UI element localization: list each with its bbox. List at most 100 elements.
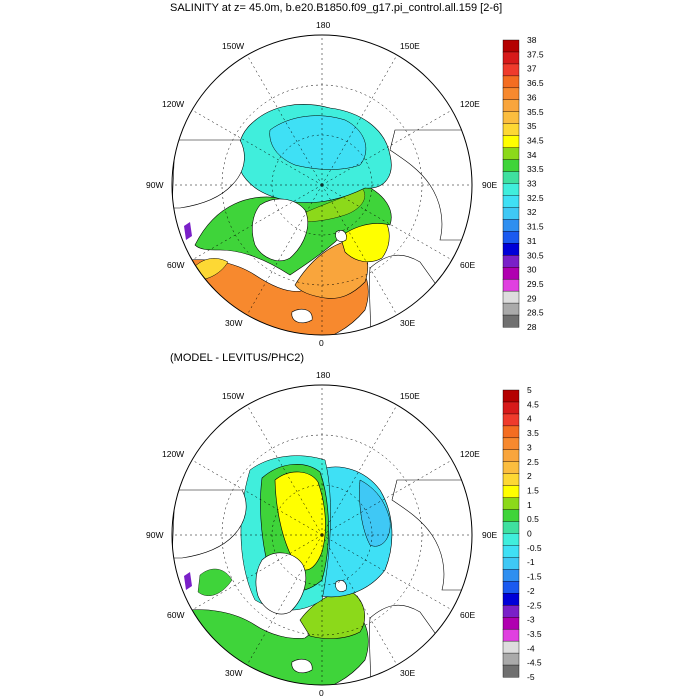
colorbar-label: 1.5	[527, 485, 539, 495]
colorbar-label: 4.5	[527, 399, 539, 409]
colorbar-swatch	[502, 75, 520, 89]
colorbar-swatch	[502, 401, 520, 415]
colorbar-swatch	[502, 593, 520, 606]
colorbar-label: -5	[527, 672, 535, 682]
colorbar-label: 36	[527, 92, 537, 102]
colorbar-swatch	[502, 302, 520, 316]
colorbar-label: 36.5	[527, 78, 544, 88]
lon-label: 30E	[400, 668, 415, 678]
lon-label: 60E	[460, 260, 475, 270]
land-iceland	[291, 658, 313, 674]
colorbar-swatch	[502, 278, 520, 292]
lon-label: 30W	[225, 668, 242, 678]
lon-label: 90E	[482, 180, 497, 190]
colorbar-label: 5	[527, 385, 532, 395]
colorbar-swatch	[502, 473, 520, 487]
colorbar-swatch	[502, 314, 520, 328]
land-siberia	[389, 129, 472, 241]
colorbar-swatch	[502, 617, 520, 630]
salinity-graticule	[172, 35, 472, 335]
colorbar-swatch	[502, 640, 520, 654]
colorbar-label: 38	[527, 35, 537, 45]
land-svalbard	[335, 580, 347, 592]
difference-field-beaufort	[274, 471, 326, 571]
colorbar-label: -4	[527, 643, 535, 653]
colorbar-label: 29	[527, 293, 537, 303]
colorbar-label: 2.5	[527, 457, 539, 467]
colorbar-swatch	[502, 449, 520, 463]
colorbar-label: -1	[527, 557, 535, 567]
colorbar-swatch	[502, 159, 520, 173]
colorbar-swatch	[502, 557, 520, 570]
salinity-map-border	[171, 34, 473, 336]
colorbar-swatch	[502, 267, 520, 280]
colorbar-label: 29.5	[527, 279, 544, 289]
colorbar-label: 34	[527, 150, 537, 160]
lon-label: 120W	[162, 449, 184, 459]
colorbar-swatch	[502, 664, 520, 678]
difference-colorbar: 5 4.5 4 3.5 3 2.5 2 1.5 1 0.5 0 -0.5 -1 -1.5 -2 -2.5 -3 -…	[502, 385, 542, 682]
colorbar-label: 30.5	[527, 250, 544, 260]
difference-title: (MODEL - LEVITUS/PHC2)	[170, 352, 304, 364]
difference-map	[172, 385, 472, 685]
colorbar-swatch	[502, 63, 520, 77]
colorbar-label: -2	[527, 586, 535, 596]
colorbar-label: 34.5	[527, 135, 544, 145]
difference-field-baffin-green	[197, 568, 233, 596]
colorbar-swatch	[502, 195, 520, 208]
colorbar-swatch	[502, 533, 520, 546]
colorbar-swatch	[502, 437, 520, 451]
colorbar-swatch	[502, 171, 520, 184]
colorbar-swatch	[502, 183, 520, 196]
lon-label: 90E	[482, 530, 497, 540]
colorbar-label: 0.5	[527, 514, 539, 524]
lon-label: 150W	[222, 41, 244, 51]
lon-label: 30E	[400, 318, 415, 328]
lon-label: 150W	[222, 391, 244, 401]
colorbar-swatch	[502, 485, 520, 499]
colorbar-swatch	[502, 628, 520, 642]
colorbar-swatch	[502, 51, 520, 65]
difference-lon-labels: 180 150E 120E 90E 60E 30E 0 30W 60W 90W …	[146, 370, 497, 698]
colorbar-label: 30	[527, 265, 537, 275]
colorbar-label: 37	[527, 64, 537, 74]
colorbar-swatch	[502, 413, 520, 427]
lon-label: 120E	[460, 449, 480, 459]
colorbar-swatch	[502, 99, 520, 113]
colorbar-label: 35	[527, 121, 537, 131]
salinity-map	[172, 35, 472, 335]
colorbar-swatch	[502, 255, 520, 268]
salinity-title: SALINITY at z= 45.0m, b.e20.B1850.f09_g1…	[170, 2, 502, 14]
colorbar-label: 28.5	[527, 308, 544, 318]
colorbar-swatch	[502, 545, 520, 558]
colorbar-swatch	[502, 569, 520, 582]
colorbar-label: 2	[527, 471, 532, 481]
colorbar-swatch	[502, 389, 520, 403]
difference-map-border	[171, 384, 473, 686]
lon-label: 150E	[400, 41, 420, 51]
colorbar-label: 33	[527, 179, 537, 189]
difference-field-siberian	[359, 479, 391, 547]
lon-label: 90W	[146, 180, 163, 190]
colorbar-label: 31.5	[527, 222, 544, 232]
colorbar-swatch	[502, 581, 520, 594]
lon-label: 180	[316, 20, 330, 30]
salinity-field-purple-streak	[184, 222, 192, 240]
colorbar-label: -3.5	[527, 629, 542, 639]
land-svalbard	[335, 230, 347, 242]
colorbar-swatch	[502, 39, 520, 53]
lon-label: 0	[319, 688, 324, 698]
colorbar-label: 33.5	[527, 164, 544, 174]
lon-label: 150E	[400, 391, 420, 401]
colorbar-label: 28	[527, 322, 537, 332]
colorbar-swatch	[502, 243, 520, 256]
salinity-colorbar: 38 37.5 37 36.5 36 35.5 35 34.5 34 33.5 33 32.5 32 31…	[502, 35, 544, 332]
colorbar-swatch	[502, 521, 520, 534]
colorbar-swatch	[502, 219, 520, 232]
colorbar-label: 4	[527, 414, 532, 424]
lon-label: 60W	[167, 610, 184, 620]
land-iceland	[291, 308, 313, 324]
colorbar-label: -0.5	[527, 543, 542, 553]
lon-label: 60W	[167, 260, 184, 270]
